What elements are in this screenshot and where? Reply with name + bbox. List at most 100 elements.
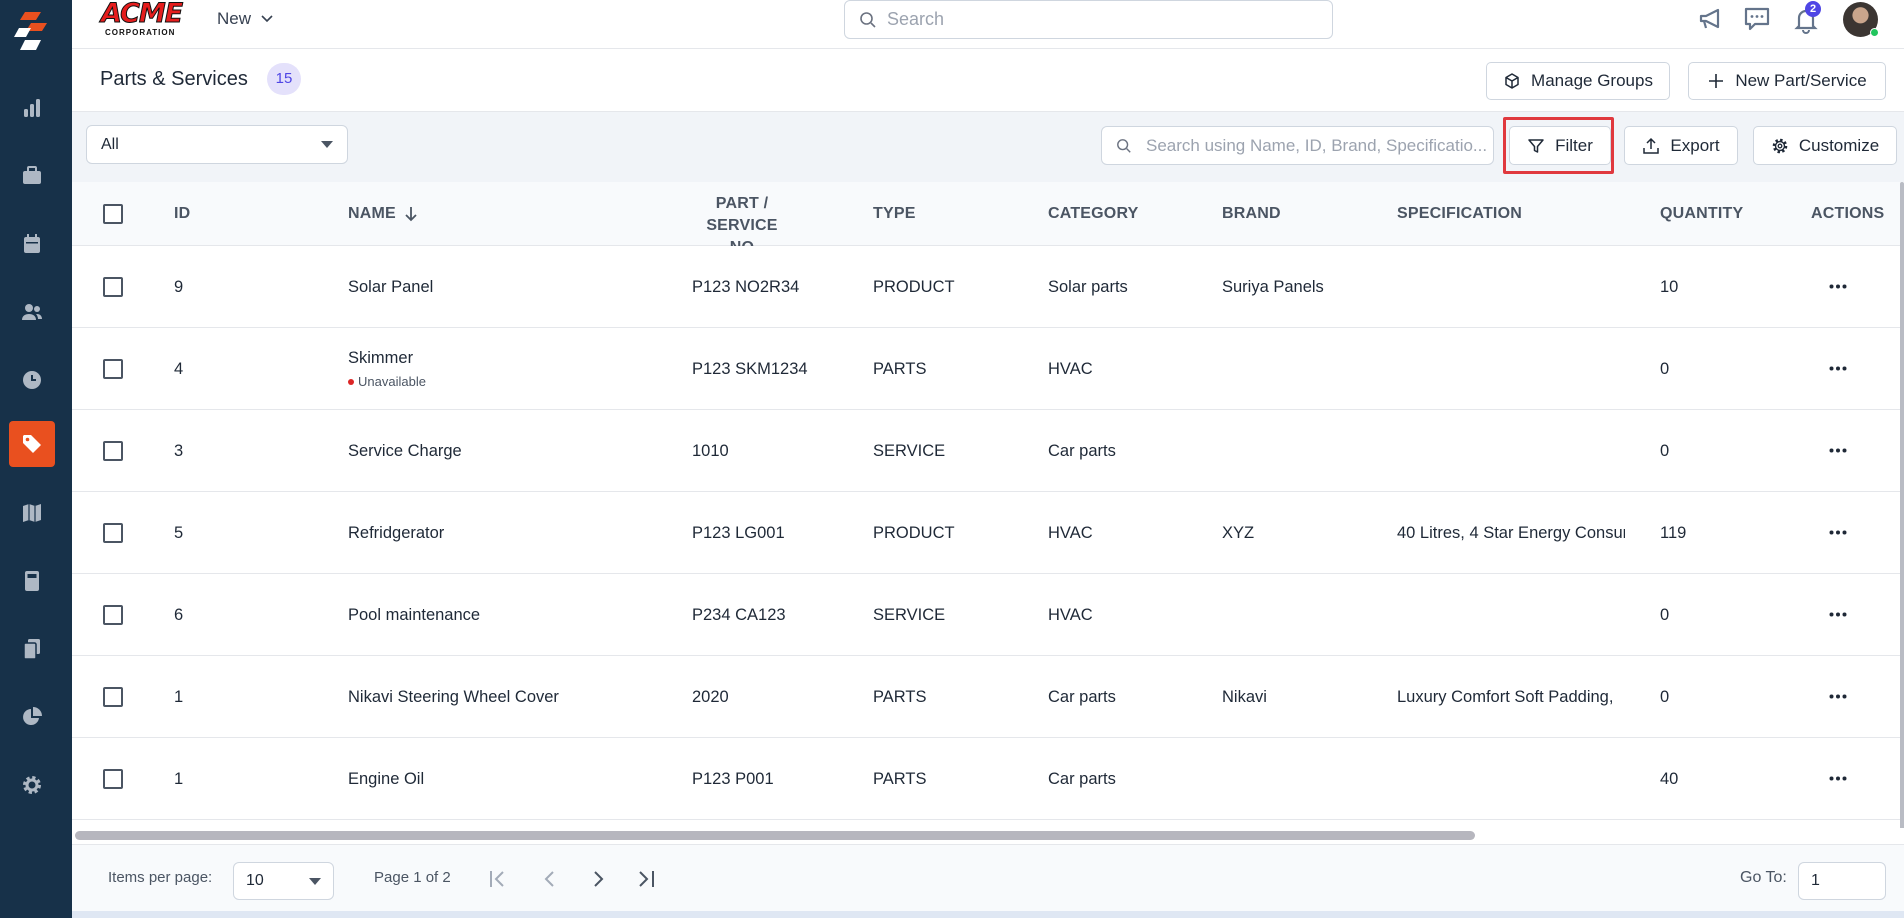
manage-groups-button[interactable]: Manage Groups	[1486, 62, 1670, 100]
more-actions-icon[interactable]	[1829, 530, 1847, 535]
app-logo-icon[interactable]	[11, 10, 55, 54]
filter-highlight	[1503, 117, 1614, 174]
new-part-service-button[interactable]: New Part/Service	[1688, 62, 1886, 100]
chat-icon[interactable]	[1743, 6, 1771, 32]
table-row[interactable]: 3 Service Charge 1010 SERVICE Car parts 0	[72, 410, 1900, 492]
filter-select[interactable]: All	[86, 125, 348, 164]
more-actions-icon[interactable]	[1829, 776, 1847, 781]
page-info: Page 1 of 2	[374, 869, 451, 886]
cell-category: HVAC	[1048, 524, 1093, 542]
cell-id: 1	[174, 688, 184, 706]
cell-quantity: 0	[1660, 442, 1670, 460]
row-checkbox[interactable]	[103, 769, 123, 789]
customize-button[interactable]: Customize	[1753, 126, 1897, 165]
sidebar-item-settings[interactable]	[9, 762, 55, 808]
cell-quantity: 0	[1660, 688, 1670, 706]
sidebar-item-calendar[interactable]	[9, 221, 55, 267]
map-icon	[23, 504, 41, 522]
cell-name[interactable]: Refridgerator	[348, 524, 445, 542]
cell-name[interactable]: Solar Panel	[348, 278, 434, 296]
tag-icon	[23, 435, 41, 453]
previous-page-icon[interactable]	[540, 869, 560, 889]
more-actions-icon[interactable]	[1829, 448, 1847, 453]
more-actions-icon[interactable]	[1829, 284, 1847, 289]
cell-name[interactable]: Skimmer	[348, 349, 414, 367]
column-quantity[interactable]: QUANTITY	[1660, 205, 1744, 222]
cell-id: 9	[174, 278, 184, 296]
documents-icon	[23, 639, 40, 660]
sidebar-item-timesheet[interactable]	[9, 357, 55, 403]
avatar[interactable]	[1843, 2, 1879, 37]
sidebar-item-jobs[interactable]	[9, 153, 55, 199]
table-row[interactable]: 1 Engine Oil P123 P001 PARTS Car parts 40	[72, 738, 1900, 820]
cell-specification: 40 Litres, 4 Star Energy Consumption	[1397, 524, 1625, 542]
table-search-input[interactable]: Search using Name, ID, Brand, Specificat…	[1101, 126, 1494, 165]
sidebar-item-reports[interactable]	[9, 85, 55, 131]
more-actions-icon[interactable]	[1829, 612, 1847, 617]
cell-quantity: 0	[1660, 606, 1670, 624]
new-dropdown[interactable]: New	[217, 9, 273, 29]
sidebar-item-customers[interactable]	[9, 289, 55, 335]
horizontal-scrollbar-thumb[interactable]	[75, 831, 1475, 840]
column-category[interactable]: CATEGORY	[1048, 205, 1139, 222]
megaphone-icon[interactable]	[1697, 6, 1725, 32]
more-actions-icon[interactable]	[1829, 694, 1847, 699]
cell-part-no: 1010	[692, 442, 729, 460]
upload-icon	[1643, 137, 1660, 154]
table-row[interactable]: 9 Solar Panel P123 NO2R34 PRODUCT Solar part…	[72, 246, 1900, 328]
vertical-scrollbar[interactable]	[1900, 182, 1904, 832]
table-row[interactable]: 1 Nikavi Steering Wheel Cover 2020 PARTS Car…	[72, 656, 1900, 738]
cell-id: 4	[174, 360, 184, 378]
table-row[interactable]: 4 Skimmer P123 SKM1234 PARTS HVAC 0 Unavailabl…	[72, 328, 1900, 410]
row-checkbox[interactable]	[103, 441, 123, 461]
first-page-icon[interactable]	[488, 869, 508, 889]
cell-name[interactable]: Nikavi Steering Wheel Cover	[348, 688, 559, 706]
row-checkbox[interactable]	[103, 359, 123, 379]
goto-label: Go To:	[1740, 869, 1787, 886]
items-per-page-select[interactable]: 10	[233, 862, 334, 900]
filter-button[interactable]: Filter	[1509, 126, 1611, 165]
cell-type: PARTS	[873, 360, 927, 378]
acme-logo[interactable]: ACME CORPORATION	[101, 0, 184, 37]
cell-type: SERVICE	[873, 442, 946, 460]
row-checkbox[interactable]	[103, 277, 123, 297]
sidebar-item-documents[interactable]	[9, 626, 55, 672]
column-name[interactable]: NAME	[348, 205, 418, 223]
next-page-icon[interactable]	[588, 869, 608, 889]
calculator-icon	[25, 571, 39, 591]
row-checkbox[interactable]	[103, 687, 123, 707]
global-search-input[interactable]: Search	[844, 0, 1333, 39]
column-specification[interactable]: SPECIFICATION	[1397, 205, 1522, 222]
notifications-button[interactable]: 2	[1794, 1, 1822, 34]
export-button[interactable]: Export	[1624, 126, 1738, 165]
sidebar-item-parts-services[interactable]	[9, 421, 55, 467]
cell-category: HVAC	[1048, 606, 1093, 624]
sidebar-item-analytics[interactable]	[9, 694, 55, 740]
select-all-checkbox[interactable]	[103, 204, 123, 224]
column-brand[interactable]: BRAND	[1222, 205, 1281, 222]
sidebar-item-estimates[interactable]	[9, 558, 55, 604]
horizontal-scrollbar-track	[72, 828, 1904, 844]
pie-chart-icon	[23, 707, 42, 725]
plus-icon	[1709, 74, 1724, 88]
sidebar-item-map[interactable]	[9, 490, 55, 536]
table-row[interactable]: 5 Refridgerator P123 LG001 PRODUCT HVAC XYZ 40…	[72, 492, 1900, 574]
calendar-icon	[24, 234, 40, 253]
table-header: ID NAME PART /SERVICE NO TYPE CATEGORY B…	[72, 182, 1900, 256]
column-type[interactable]: TYPE	[873, 205, 916, 222]
status-dot	[348, 378, 354, 385]
table-row[interactable]: 6 Pool maintenance P234 CA123 SERVICE HVAC 0	[72, 574, 1900, 656]
more-actions-icon[interactable]	[1829, 366, 1847, 371]
cell-id: 5	[174, 524, 184, 542]
clock-icon	[23, 371, 41, 389]
cell-name[interactable]: Engine Oil	[348, 770, 425, 788]
cell-quantity: 40	[1660, 770, 1679, 788]
cell-name[interactable]: Pool maintenance	[348, 606, 481, 624]
row-checkbox[interactable]	[103, 523, 123, 543]
cell-name[interactable]: Service Charge	[348, 442, 462, 460]
row-checkbox[interactable]	[103, 605, 123, 625]
goto-page-input[interactable]: 1	[1798, 862, 1886, 900]
column-id[interactable]: ID	[174, 205, 191, 222]
last-page-icon[interactable]	[636, 869, 658, 889]
status-unavailable: Unavailable	[348, 374, 426, 389]
